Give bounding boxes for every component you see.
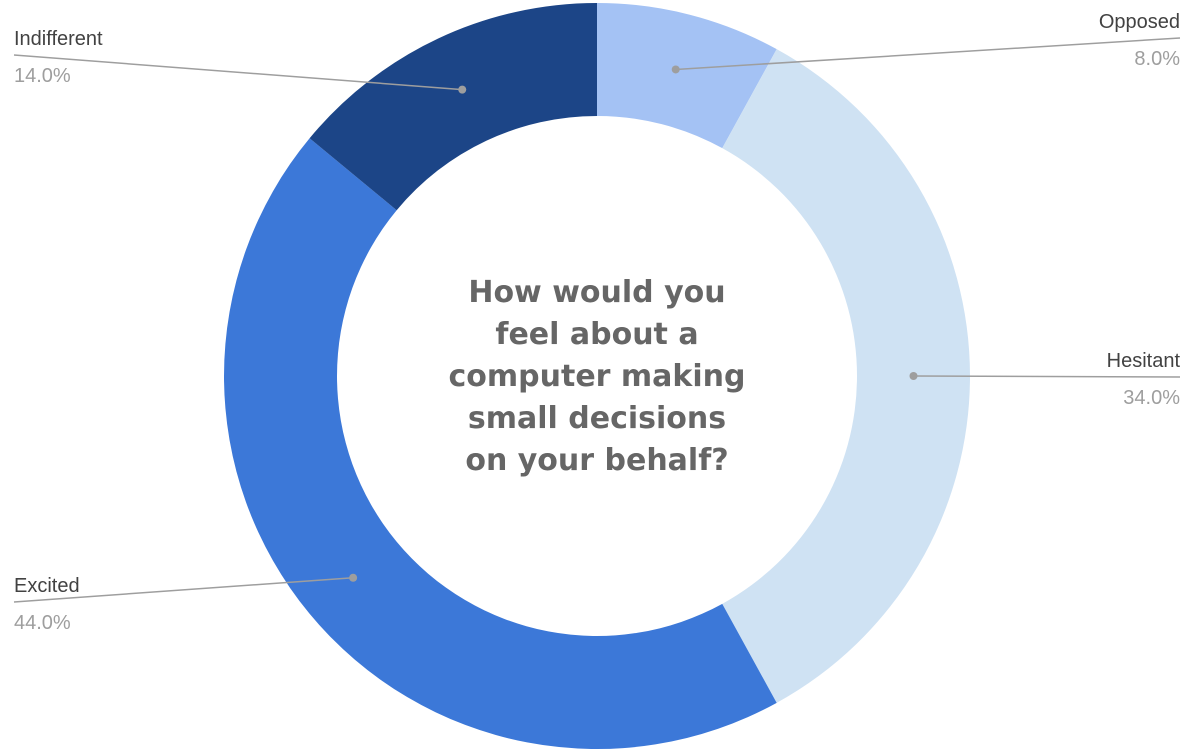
slice-label-indifferent: Indifferent — [14, 28, 103, 50]
chart-title-line: computer making — [449, 359, 746, 394]
slice-value-indifferent: 14.0% — [14, 65, 71, 87]
slice-value-opposed: 8.0% — [1134, 48, 1180, 70]
slice-labels: Opposed 8.0% Hesitant 34.0% Excited 44.0% Indi… — [14, 11, 1180, 634]
leader-lines — [13, 37, 1181, 603]
leader-dot-indifferent — [458, 85, 467, 94]
slice-indifferent — [309, 3, 597, 211]
leader-line-hesitant — [913, 375, 1181, 378]
leader-dot-opposed — [671, 65, 680, 74]
donut-slices — [224, 3, 971, 749]
chart-title: How would you feel about a computer making… — [449, 275, 746, 478]
slice-label-hesitant: Hesitant — [1107, 350, 1181, 372]
slice-label-opposed: Opposed — [1099, 11, 1180, 33]
chart-title-line: on your behalf? — [465, 443, 728, 478]
leader-line-opposed — [675, 37, 1181, 71]
leader-line-indifferent — [13, 54, 463, 91]
chart-title-line: small decisions — [468, 401, 726, 436]
slice-value-excited: 44.0% — [14, 612, 71, 634]
slice-excited — [224, 138, 777, 749]
slice-label-excited: Excited — [14, 575, 80, 597]
chart-title-line: feel about a — [495, 317, 698, 352]
slice-hesitant — [722, 49, 971, 703]
leader-line-excited — [13, 576, 354, 603]
chart-title-line: How would you — [468, 275, 725, 310]
leader-dot-hesitant — [909, 372, 918, 380]
leader-dot-excited — [349, 573, 358, 582]
slice-value-hesitant: 34.0% — [1123, 387, 1180, 409]
slice-opposed — [597, 3, 777, 149]
